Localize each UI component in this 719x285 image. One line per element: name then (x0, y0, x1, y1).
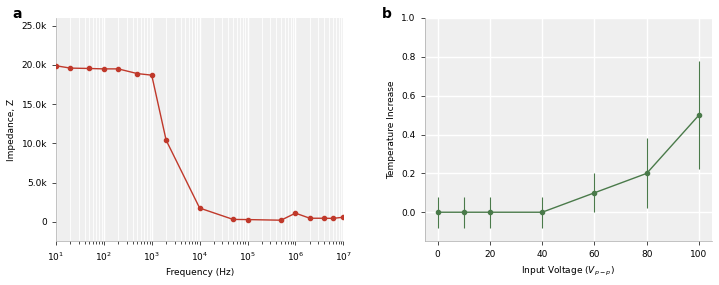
Y-axis label: Impedance, Z: Impedance, Z (7, 99, 16, 161)
Y-axis label: Temperature Increase: Temperature Increase (387, 80, 395, 179)
Text: b: b (382, 7, 391, 21)
Text: a: a (13, 7, 22, 21)
X-axis label: Input Voltage ($V_{p-p}$): Input Voltage ($V_{p-p}$) (521, 265, 615, 278)
X-axis label: Frequency (Hz): Frequency (Hz) (165, 268, 234, 277)
